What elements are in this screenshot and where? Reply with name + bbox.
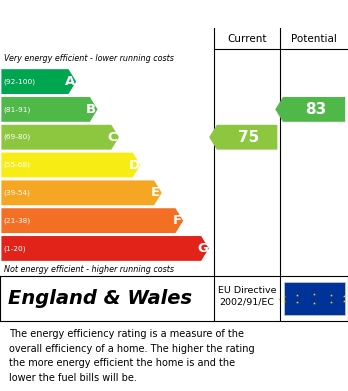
- Text: E: E: [151, 187, 160, 199]
- Text: Potential: Potential: [291, 34, 337, 43]
- Text: The energy efficiency rating is a measure of the
overall efficiency of a home. T: The energy efficiency rating is a measur…: [9, 329, 254, 383]
- Text: (55-68): (55-68): [3, 162, 31, 168]
- Text: G: G: [197, 242, 208, 255]
- Text: (69-80): (69-80): [3, 134, 31, 140]
- Polygon shape: [275, 97, 345, 122]
- Text: B: B: [86, 103, 96, 116]
- Text: D: D: [128, 158, 140, 172]
- Polygon shape: [1, 97, 97, 122]
- Text: EU Directive
2002/91/EC: EU Directive 2002/91/EC: [218, 286, 276, 307]
- Text: England & Wales: England & Wales: [8, 289, 192, 308]
- Text: (21-38): (21-38): [3, 217, 31, 224]
- Polygon shape: [1, 236, 209, 261]
- Polygon shape: [1, 180, 162, 205]
- Polygon shape: [1, 208, 183, 233]
- Text: (39-54): (39-54): [3, 190, 31, 196]
- Text: (92-100): (92-100): [3, 78, 35, 85]
- Text: Energy Efficiency Rating: Energy Efficiency Rating: [9, 7, 219, 22]
- Polygon shape: [1, 125, 119, 150]
- Text: 83: 83: [305, 102, 326, 117]
- Text: C: C: [108, 131, 118, 144]
- Text: A: A: [65, 75, 75, 88]
- Polygon shape: [209, 125, 277, 150]
- Text: F: F: [172, 214, 181, 227]
- Text: (1-20): (1-20): [3, 245, 26, 252]
- FancyBboxPatch shape: [284, 282, 345, 316]
- Text: Current: Current: [227, 34, 267, 43]
- Polygon shape: [1, 69, 76, 94]
- Text: Very energy efficient - lower running costs: Very energy efficient - lower running co…: [4, 54, 174, 63]
- Text: 75: 75: [238, 130, 260, 145]
- Polygon shape: [1, 152, 140, 178]
- Text: Not energy efficient - higher running costs: Not energy efficient - higher running co…: [4, 265, 174, 274]
- Text: (81-91): (81-91): [3, 106, 31, 113]
